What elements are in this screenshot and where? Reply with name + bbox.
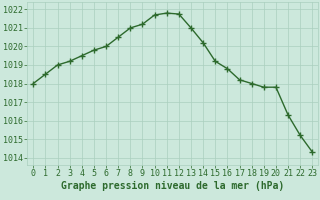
X-axis label: Graphe pression niveau de la mer (hPa): Graphe pression niveau de la mer (hPa) xyxy=(61,181,284,191)
